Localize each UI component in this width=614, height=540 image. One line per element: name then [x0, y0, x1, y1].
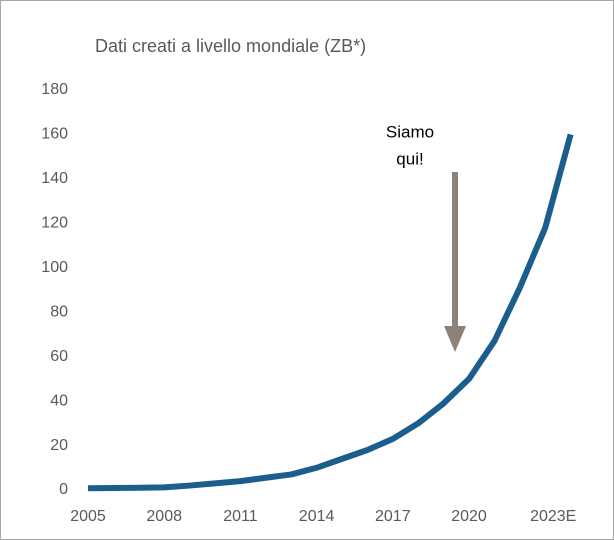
y-tick-label: 100: [41, 259, 68, 276]
annotation: Siamo: [386, 122, 434, 141]
data-line: [87, 133, 574, 492]
x-tick-label: 2020: [451, 508, 487, 525]
y-tick-label: 160: [41, 126, 68, 143]
x-tick-label: 2017: [375, 508, 411, 525]
x-tick-label: 2005: [70, 508, 106, 525]
y-tick-label: 120: [41, 215, 68, 232]
x-tick-label: 2011: [223, 508, 258, 525]
x-tick-label: 2014: [299, 508, 335, 525]
y-tick-label: 20: [50, 437, 68, 454]
x-tick-label: 2008: [146, 508, 182, 525]
y-tick-label: 60: [50, 348, 68, 365]
y-tick-label: 80: [50, 303, 68, 320]
y-tick-label: 180: [41, 81, 68, 98]
chart-title: Dati creati a livello mondiale (ZB*): [95, 36, 366, 56]
y-tick-label: 0: [59, 481, 68, 498]
x-tick-label: 2023E: [530, 508, 576, 525]
arrow-head: [444, 326, 466, 352]
y-tick-label: 40: [50, 392, 68, 409]
y-tick-label: 140: [41, 170, 68, 187]
annotation: qui!: [396, 149, 423, 168]
